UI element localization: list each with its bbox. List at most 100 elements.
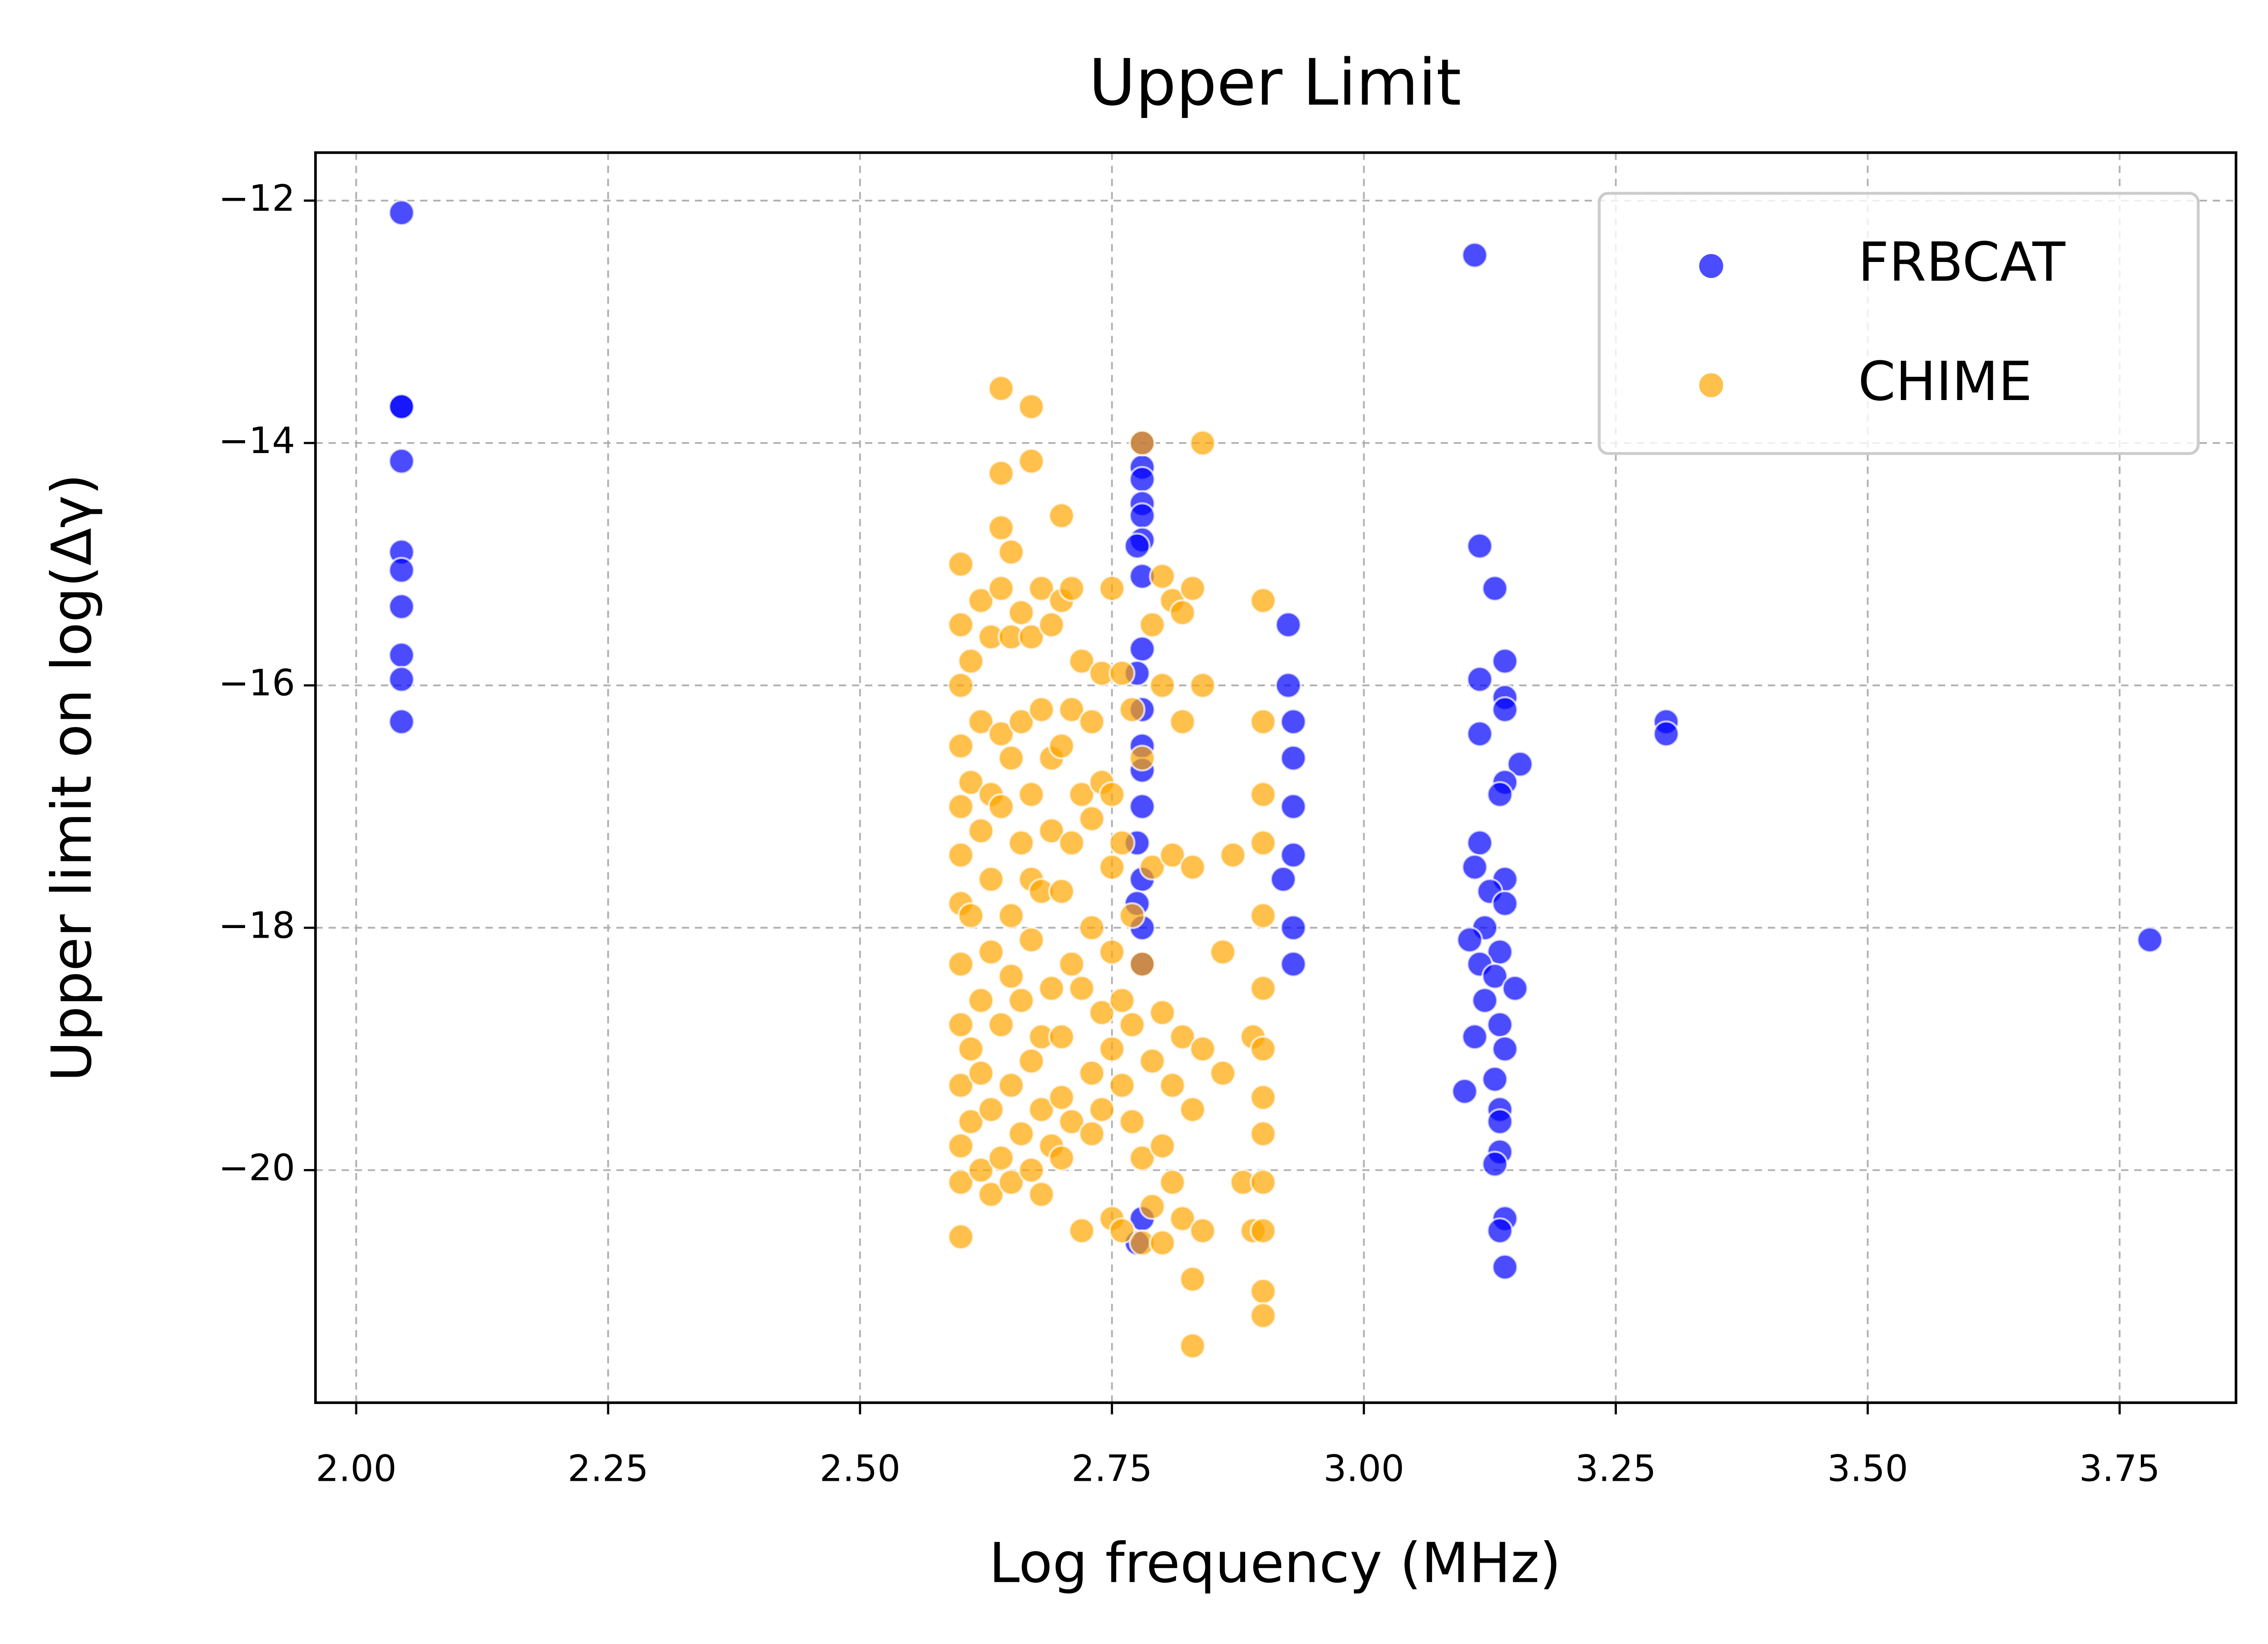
scatter-point bbox=[1068, 1217, 1096, 1244]
scatter-point bbox=[997, 1169, 1025, 1196]
scatter-point bbox=[977, 938, 1005, 966]
scatter-point bbox=[947, 841, 974, 869]
scatter-point bbox=[1123, 532, 1151, 560]
scatter-point bbox=[1129, 635, 1156, 663]
scatter-point bbox=[1451, 1078, 1478, 1105]
scatter-point bbox=[388, 641, 415, 669]
y-tick-label: −18 bbox=[219, 904, 295, 946]
scatter-point bbox=[1486, 1108, 1514, 1135]
scatter-point bbox=[1249, 1084, 1277, 1111]
scatter-point bbox=[1149, 563, 1176, 590]
scatter-point bbox=[997, 539, 1025, 566]
scatter-point bbox=[1078, 805, 1106, 833]
scatter-point bbox=[1159, 1072, 1186, 1099]
scatter-point bbox=[967, 708, 995, 736]
scatter-point bbox=[1461, 241, 1488, 269]
scatter-point bbox=[947, 550, 974, 578]
scatter-point bbox=[388, 593, 415, 620]
scatter-point bbox=[1018, 623, 1045, 651]
scatter-point bbox=[957, 902, 984, 929]
scatter-point bbox=[1038, 817, 1065, 844]
x-tick-label: 3.50 bbox=[1827, 1447, 1908, 1490]
scatter-point bbox=[957, 1036, 984, 1062]
scatter-point bbox=[1098, 1036, 1126, 1062]
scatter-point bbox=[947, 1223, 974, 1250]
scatter-point bbox=[388, 666, 415, 693]
scatter-point bbox=[1018, 926, 1045, 954]
scatter-point bbox=[1129, 1144, 1156, 1172]
scatter-point bbox=[1280, 793, 1307, 820]
scatter-point bbox=[987, 459, 1015, 487]
scatter-point bbox=[1139, 854, 1166, 881]
scatter-point bbox=[987, 720, 1015, 747]
scatter-point bbox=[1008, 708, 1035, 736]
scatter-point bbox=[388, 448, 415, 475]
scatter-point bbox=[1129, 502, 1156, 529]
scatter-point bbox=[997, 902, 1025, 929]
scatter-point bbox=[1129, 793, 1156, 820]
scatter-point bbox=[1048, 1084, 1075, 1111]
scatter-point bbox=[1018, 393, 1045, 420]
scatter-point bbox=[967, 1060, 995, 1087]
scatter-point bbox=[1209, 1060, 1236, 1087]
scatter-point bbox=[967, 1157, 995, 1184]
scatter-point bbox=[1249, 975, 1277, 1002]
scatter-point bbox=[1108, 829, 1136, 857]
scatter-point bbox=[957, 1108, 984, 1135]
scatter-point bbox=[947, 950, 974, 978]
scatter-point bbox=[1048, 732, 1075, 760]
scatter-point bbox=[977, 865, 1005, 893]
scatter-point bbox=[1249, 1120, 1277, 1148]
scatter-point bbox=[1078, 708, 1106, 736]
scatter-point bbox=[1501, 975, 1529, 1002]
scatter-point bbox=[1028, 1096, 1055, 1123]
scatter-point bbox=[1048, 878, 1075, 905]
scatter-point bbox=[967, 587, 995, 614]
scatter-point bbox=[1249, 1169, 1277, 1196]
scatter-point bbox=[1461, 1023, 1488, 1051]
plot-frame bbox=[314, 151, 2237, 1404]
scatter-point bbox=[1179, 854, 1206, 881]
scatter-point bbox=[1118, 696, 1146, 723]
scatter-point bbox=[1249, 1217, 1277, 1244]
scatter-point bbox=[967, 987, 995, 1014]
scatter-point bbox=[987, 514, 1015, 541]
scatter-point bbox=[1486, 781, 1514, 808]
scatter-point bbox=[1270, 865, 1297, 893]
scatter-point bbox=[388, 556, 415, 584]
scatter-point bbox=[1118, 1108, 1146, 1135]
scatter-point bbox=[1249, 781, 1277, 808]
x-tick-label: 2.25 bbox=[567, 1447, 648, 1490]
scatter-point bbox=[987, 575, 1015, 602]
scatter-point bbox=[1481, 962, 1508, 990]
scatter-point bbox=[1078, 1060, 1106, 1087]
scatter-point bbox=[1169, 708, 1196, 736]
scatter-point bbox=[1159, 1169, 1186, 1196]
scatter-point bbox=[1108, 987, 1136, 1014]
scatter-point bbox=[1466, 829, 1493, 857]
scatter-point bbox=[1275, 611, 1302, 639]
scatter-point bbox=[1018, 1047, 1045, 1075]
scatter-point bbox=[1189, 1217, 1216, 1244]
scatter-point bbox=[1139, 1193, 1166, 1220]
scatter-point bbox=[967, 817, 995, 844]
scatter-point bbox=[1169, 1023, 1196, 1051]
scatter-point bbox=[947, 611, 974, 639]
scatter-point bbox=[1149, 999, 1176, 1026]
y-axis-label: Upper limit on log(Δγ) bbox=[40, 474, 104, 1082]
scatter-point bbox=[388, 393, 415, 420]
scatter-point bbox=[947, 732, 974, 760]
scatter-point bbox=[1068, 975, 1096, 1002]
scatter-point bbox=[1249, 829, 1277, 857]
scatter-point bbox=[1129, 950, 1156, 978]
scatter-point bbox=[1275, 672, 1302, 699]
scatter-point bbox=[2136, 926, 2164, 954]
scatter-point bbox=[1491, 890, 1519, 917]
legend-label: CHIME bbox=[1858, 350, 2032, 413]
y-tick-label: −12 bbox=[219, 177, 295, 219]
scatter-point bbox=[1506, 751, 1534, 778]
y-tick-label: −14 bbox=[219, 419, 295, 462]
scatter-point bbox=[1189, 1036, 1216, 1062]
